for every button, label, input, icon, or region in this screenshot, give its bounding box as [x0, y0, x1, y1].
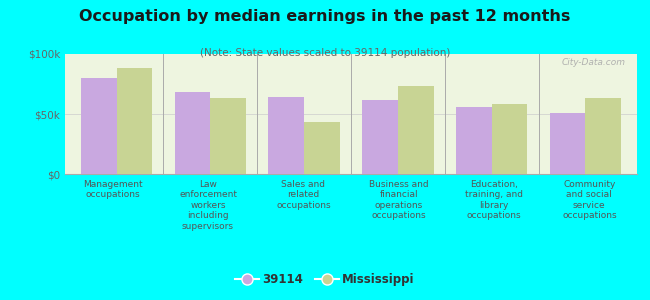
Text: Sales and
related
occupations: Sales and related occupations	[276, 180, 331, 210]
Bar	[116, 68, 152, 174]
Bar	[304, 122, 340, 174]
Bar	[398, 86, 434, 174]
Text: Management
occupations: Management occupations	[83, 180, 142, 200]
Legend: 39114, Mississippi: 39114, Mississippi	[231, 269, 419, 291]
Bar	[211, 98, 246, 174]
Bar	[456, 107, 491, 174]
Bar	[362, 100, 398, 174]
Text: Business and
financial
operations
occupations: Business and financial operations occupa…	[369, 180, 428, 220]
Bar	[268, 97, 304, 174]
Text: Law
enforcement
workers
including
supervisors: Law enforcement workers including superv…	[179, 180, 237, 231]
Bar	[491, 104, 527, 174]
Text: City-Data.com: City-Data.com	[562, 58, 625, 67]
Text: Occupation by median earnings in the past 12 months: Occupation by median earnings in the pas…	[79, 9, 571, 24]
Text: Community
and social
service
occupations: Community and social service occupations	[562, 180, 617, 220]
Bar	[550, 113, 586, 174]
Bar	[586, 98, 621, 174]
Text: Education,
training, and
library
occupations: Education, training, and library occupat…	[465, 180, 523, 220]
Bar	[81, 78, 116, 174]
Text: (Note: State values scaled to 39114 population): (Note: State values scaled to 39114 popu…	[200, 48, 450, 58]
Bar	[175, 92, 211, 174]
